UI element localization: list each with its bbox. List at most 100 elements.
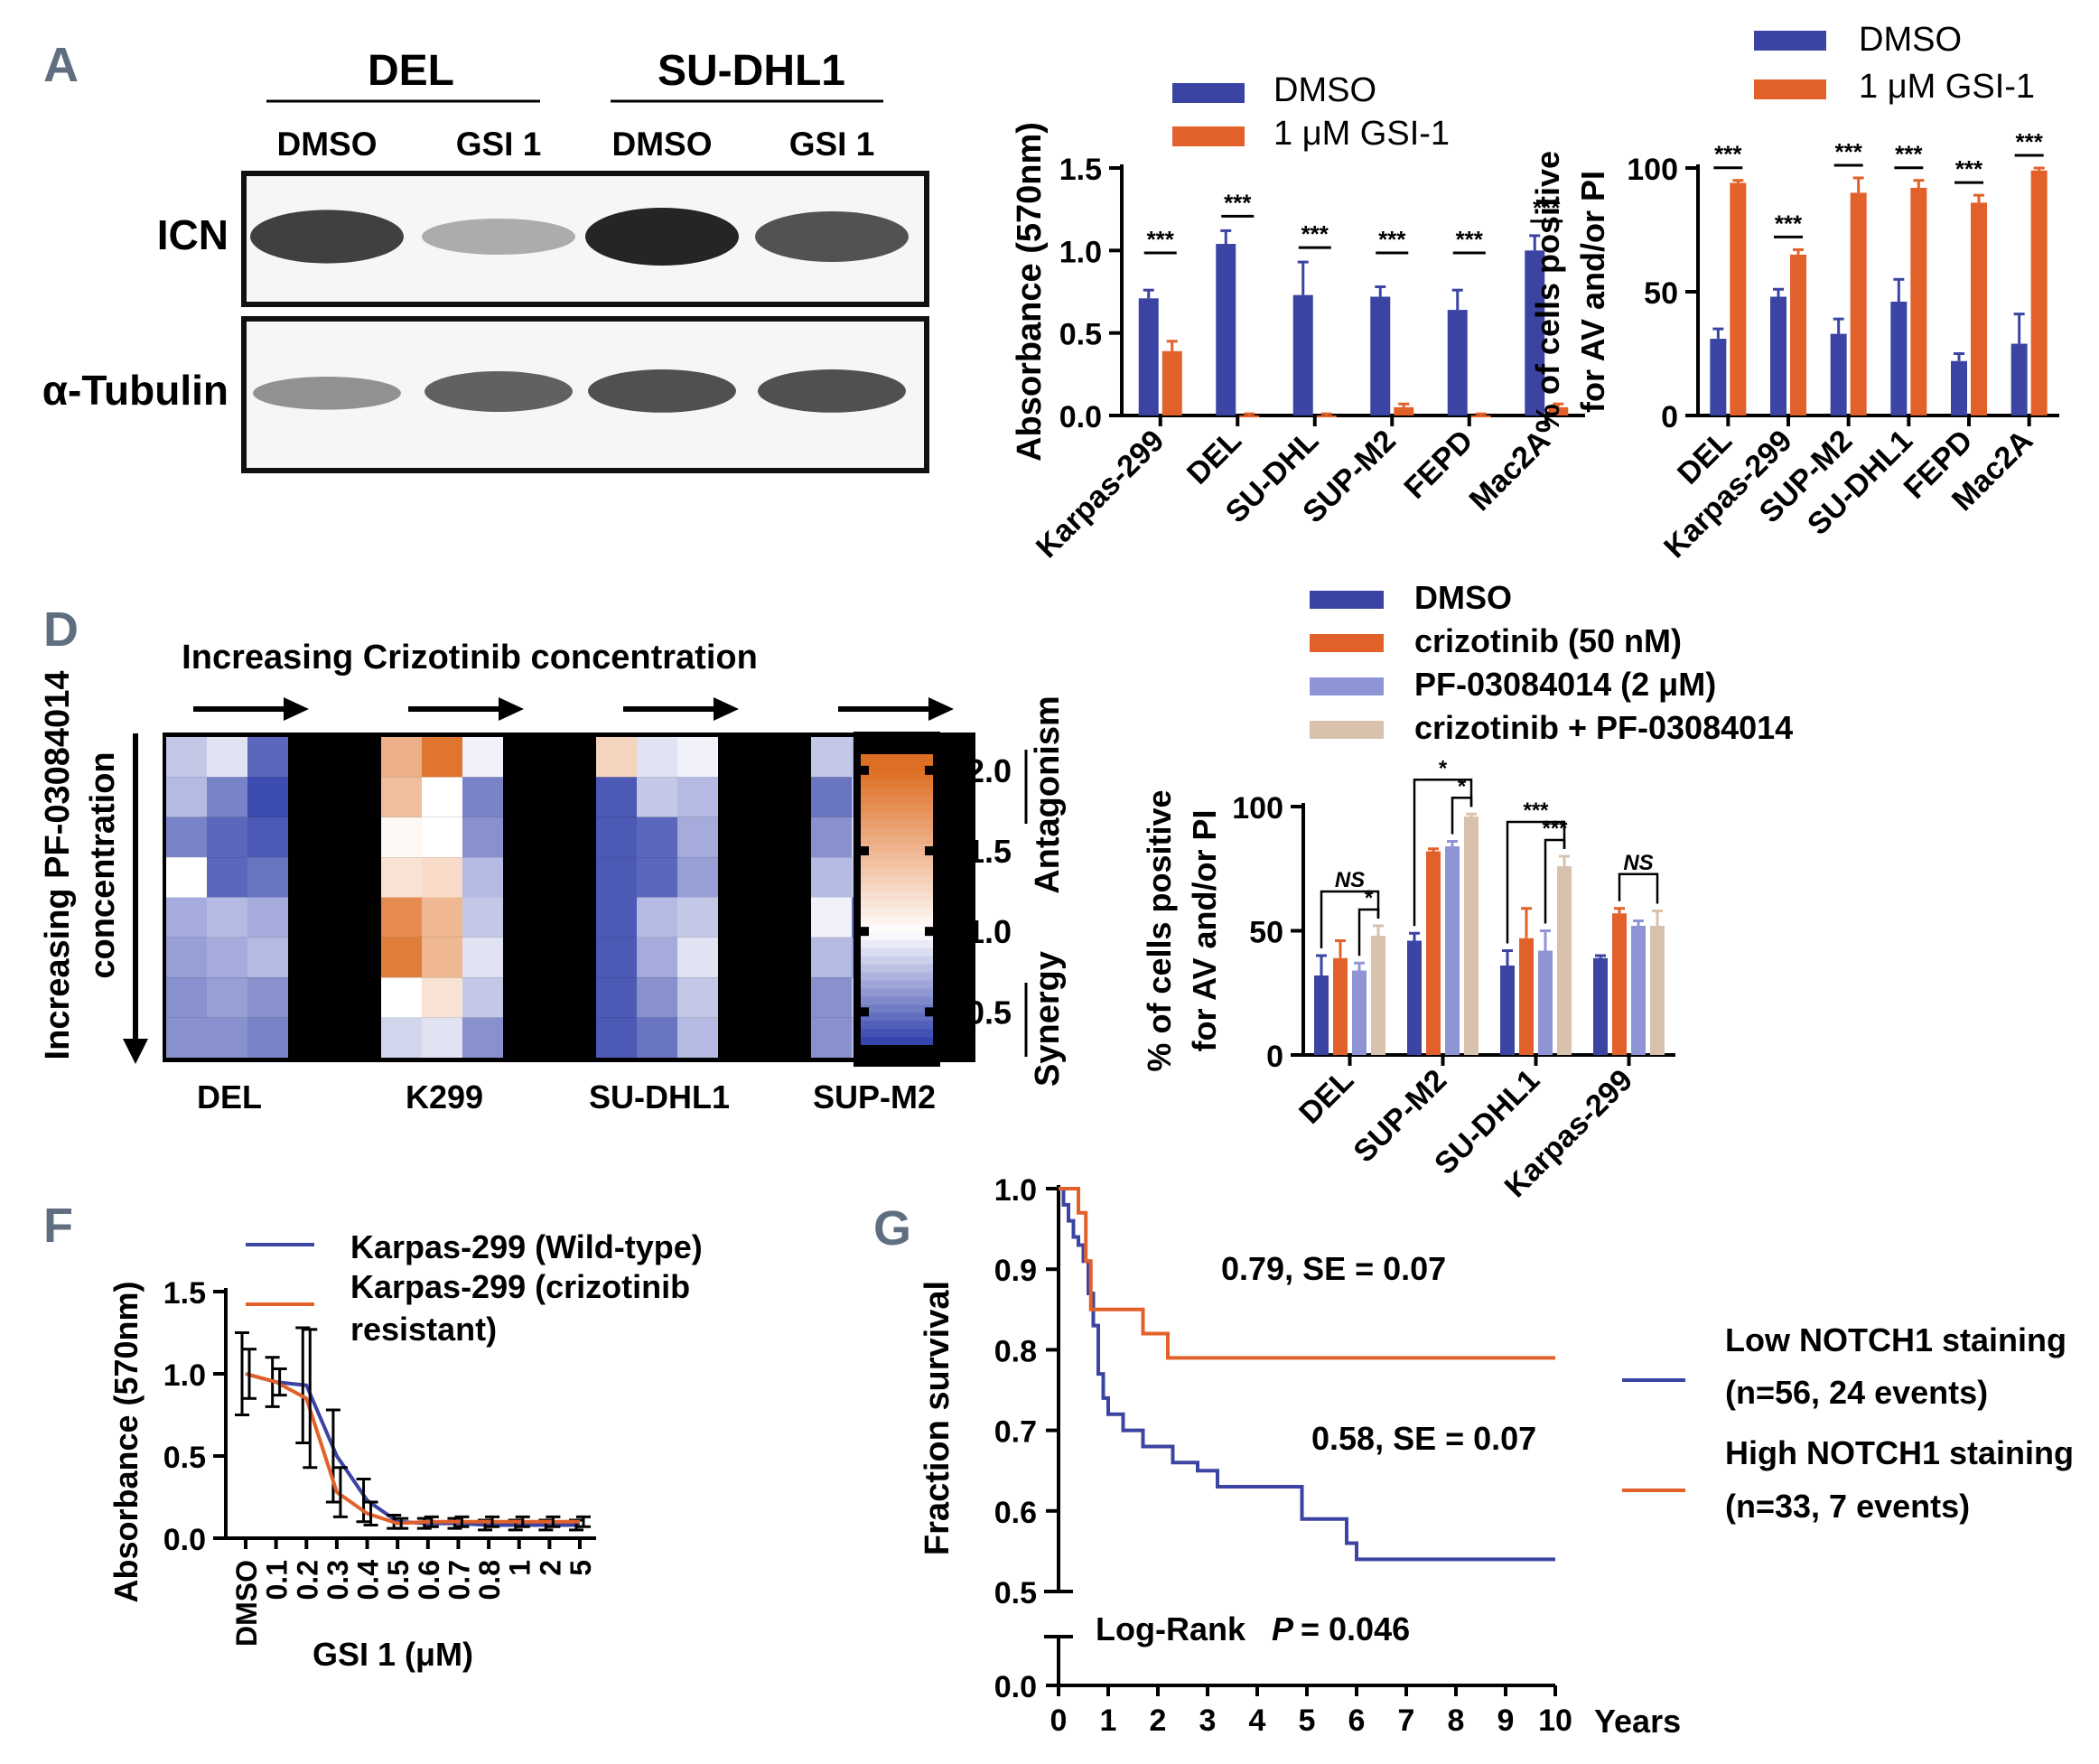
heatmap-cell [637,937,677,978]
heatmap-cell [207,737,247,778]
legend-label: crizotinib (50 nM) [1414,622,1682,659]
sig-label: *** [1147,226,1175,253]
heatmap-cell [677,1017,718,1058]
colorbar-segment [861,907,933,917]
y-tick-label: 1.0 [1059,235,1102,269]
y-tick-label: 0.9 [994,1254,1037,1288]
x-tick-label: 0.1 [261,1560,294,1600]
bar [1426,851,1441,1055]
heatmap-cell [166,1017,207,1058]
heatmap-cell [247,1017,288,1058]
sig-bracket [1451,797,1473,835]
colorbar-segment [861,995,933,1005]
heatmap-cell [207,937,247,978]
y-tick-label: 0.5 [163,1441,206,1475]
x-tick-label: 0.3 [322,1560,354,1600]
bar [1370,296,1391,415]
bar [1830,333,1847,415]
y-axis-label: Absorbance (570nm) [107,1281,145,1602]
y-axis-label: concentration [84,751,122,978]
heatmap-cell [811,817,852,858]
colorbar-segment [861,939,933,948]
heatmap-cell [422,937,462,978]
x-tick-label: 2 [1150,1703,1167,1738]
heatmap-title: Increasing Crizotinib concentration [182,639,758,677]
colorbar-segment [861,955,933,965]
x-tick-label: 10 [1538,1703,1572,1738]
bar [1470,415,1491,417]
heatmap-cell [596,777,637,817]
colorbar-tick-left [858,927,869,937]
bar [1138,298,1159,415]
y-tick-label: 0.6 [994,1496,1037,1530]
panel-d-heatmap: D Increasing Crizotinib concentration Incr… [39,602,1067,1115]
x-tick-label: 7 [1398,1703,1415,1738]
legend-swatch [1754,79,1826,99]
blot-band-icn [250,210,404,264]
heatmap-cell [166,897,207,938]
heatmap-cell [381,977,422,1018]
colorbar-top-label: Antagonism [1029,695,1067,894]
heatmap-cell [462,817,503,858]
x-tick-label: 0.5 [382,1560,415,1600]
bar [1447,310,1468,415]
heatmap-cell [811,937,852,978]
legend-label: crizotinib + PF-03084014 [1414,709,1793,746]
blot-band-tubulin [588,369,736,413]
x-tick-label: 8 [1448,1703,1465,1738]
heatmap-cell [462,937,503,978]
colorbar-segment [861,947,933,957]
heatmap-cell [677,977,718,1018]
series-line [245,1372,580,1526]
sig-label: *** [1955,155,1983,182]
blot-band-tubulin [758,369,906,413]
heatmap-block-label: SUP-M2 [813,1078,936,1115]
bar [1890,301,1908,415]
logrank-value: = 0.046 [1301,1610,1410,1647]
heatmap-block-label: K299 [406,1078,483,1115]
x-tick-label: 5 [1299,1703,1316,1738]
legend-swatch [1310,634,1384,652]
colorbar-segment [861,802,933,812]
panel-e-chart: % of cells positive for AV and/or PI 0 50 10… [1141,579,1793,1204]
bar [1593,957,1608,1055]
blot-bands [250,208,909,413]
legend-swatch [1310,677,1384,695]
bar [1316,415,1337,417]
legend-swatch [1172,83,1245,103]
legend-label: 1 μM GSI-1 [1273,115,1450,153]
heatmap-cell [462,857,503,898]
heatmap-cell [677,937,718,978]
colorbar-segment [861,882,933,892]
bar [1394,406,1414,415]
sig-bracket [1544,838,1566,924]
heatmap-cell [381,937,422,978]
sig-label: * [1439,756,1448,780]
y-tick-label: 0.0 [994,1670,1037,1704]
legend-label: PF-03084014 (2 μM) [1414,666,1716,703]
x-tick-label: 0.4 [352,1560,385,1601]
panel-a-lane-4: GSI 1 [789,126,875,163]
heatmap-cell [247,897,288,938]
x-tick-label: 0 [1050,1703,1068,1738]
y-tick-label: 0.7 [994,1415,1037,1450]
colorbar-segment [861,770,933,779]
x-tick-label: Karpas-299 [1030,424,1171,565]
y-tick-label: 0 [1661,400,1678,434]
colorbar-segment [861,923,933,933]
colorbar-tick-label: 2.0 [966,752,1012,789]
x-tick-label: 9 [1497,1703,1515,1738]
legend-label: DMSO [1859,21,1962,59]
bar [2010,343,2028,415]
heatmap-cell [637,977,677,1018]
heatmap-cell [637,737,677,778]
colorbar-segment [861,963,933,973]
legend-label: High NOTCH1 staining [1725,1434,2074,1471]
legend-label: (n=56, 24 events) [1725,1374,1988,1411]
y-tick-label: 1.0 [994,1173,1037,1208]
bar [1216,244,1236,415]
heatmap-cell [596,897,637,938]
heatmap-cell [422,1017,462,1058]
y-tick-label: 0.0 [1059,400,1102,434]
